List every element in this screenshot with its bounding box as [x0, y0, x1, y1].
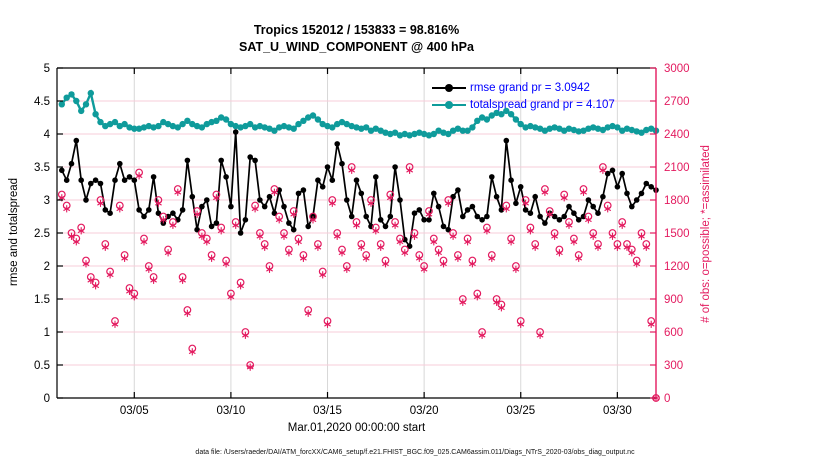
svg-text:3000: 3000	[664, 63, 690, 75]
svg-text:0: 0	[44, 393, 50, 405]
svg-text:03/05: 03/05	[120, 405, 149, 417]
svg-text:600: 600	[664, 327, 683, 339]
y-axis-label-left: rmse and totalspread	[8, 177, 20, 287]
svg-text:300: 300	[664, 360, 683, 372]
legend-entry-totalspread: totalspread grand pr = 4.107	[432, 96, 615, 113]
data-file-path: data file: /Users/raeder/DAI/ATM_forcXX/…	[195, 449, 635, 456]
svg-text:2: 2	[44, 261, 50, 273]
svg-text:900: 900	[664, 294, 683, 306]
svg-text:2400: 2400	[664, 129, 690, 141]
svg-text:2.5: 2.5	[34, 228, 50, 240]
svg-text:1800: 1800	[664, 195, 690, 207]
legend: rmse grand pr = 3.0942 totalspread grand…	[432, 79, 615, 113]
svg-text:03/15: 03/15	[313, 405, 342, 417]
chart-title-line1: Tropics 152012 / 153833 = 98.816%	[253, 23, 460, 37]
y-axis-label-right: # of obs: o=possible; *=assimilated	[700, 145, 712, 323]
svg-text:3.5: 3.5	[34, 162, 50, 174]
totalspread-series	[58, 89, 660, 139]
totalspread-line-swatch	[432, 96, 466, 113]
svg-text:2700: 2700	[664, 96, 690, 108]
chart-title-line2: SAT_U_WIND_COMPONENT @ 400 hPa	[239, 40, 474, 54]
svg-text:2100: 2100	[664, 162, 690, 174]
svg-text:1.5: 1.5	[34, 294, 50, 306]
rmse-series	[59, 129, 659, 249]
svg-text:03/30: 03/30	[603, 405, 632, 417]
svg-text:5: 5	[44, 63, 50, 75]
svg-text:4: 4	[44, 129, 51, 141]
svg-text:1: 1	[44, 327, 50, 339]
legend-label-totalspread: totalspread grand pr = 4.107	[470, 98, 615, 111]
chart-title: Tropics 152012 / 153833 = 98.816% SAT_U_…	[57, 22, 656, 56]
legend-entry-rmse: rmse grand pr = 3.0942	[432, 79, 615, 96]
svg-text:0: 0	[664, 393, 670, 405]
svg-text:03/10: 03/10	[217, 405, 246, 417]
svg-text:03/25: 03/25	[506, 405, 535, 417]
legend-label-rmse: rmse grand pr = 3.0942	[470, 81, 590, 94]
axes: 03/05 03/10 03/15 03/20 03/25 03/30 0 0.5 1 1.5 2 2…	[34, 63, 690, 417]
svg-text:3: 3	[44, 195, 50, 207]
obs-assimilated-scatter	[58, 166, 660, 402]
svg-text:0.5: 0.5	[34, 360, 50, 372]
svg-text:1500: 1500	[664, 228, 690, 240]
svg-text:1200: 1200	[664, 261, 690, 273]
x-axis-label: Mar.01,2020 00:00:00 start	[287, 422, 426, 434]
obs-possible-scatter	[57, 163, 660, 402]
grid-lines	[57, 68, 656, 398]
svg-text:4.5: 4.5	[34, 96, 50, 108]
svg-text:03/20: 03/20	[410, 405, 439, 417]
rmse-line-swatch	[432, 79, 466, 96]
